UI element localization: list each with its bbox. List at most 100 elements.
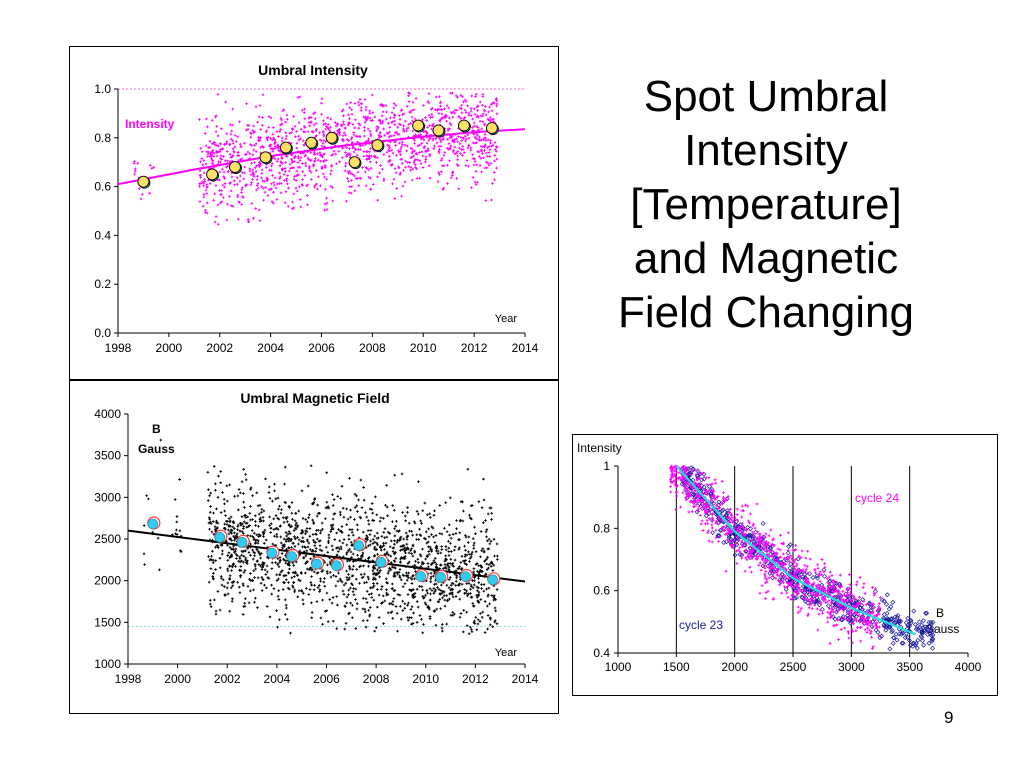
data-point: [484, 530, 488, 534]
data-point: [312, 538, 315, 542]
data-point: [368, 507, 372, 511]
data-point: [230, 586, 233, 590]
data-point: [467, 535, 471, 539]
data-point: [839, 597, 842, 601]
data-point: [314, 129, 318, 133]
data-point: [894, 614, 900, 620]
data-point: [210, 153, 214, 157]
data-point: [384, 541, 388, 545]
data-point: [696, 468, 699, 472]
data-point: [227, 524, 231, 527]
data-point: [763, 572, 767, 576]
data-point: [473, 107, 476, 111]
data-point: [798, 609, 802, 613]
data-point: [368, 112, 372, 115]
data-point: [486, 161, 490, 165]
data-point: [709, 517, 715, 523]
mean-marker: [259, 151, 272, 164]
data-point: [381, 110, 385, 114]
data-point: [706, 505, 710, 508]
data-point: [286, 532, 290, 536]
data-point: [199, 160, 202, 163]
data-point: [825, 603, 831, 609]
data-point: [304, 532, 307, 535]
data-point: [484, 113, 488, 117]
data-point: [359, 177, 362, 180]
data-point: [688, 473, 692, 476]
data-point: [400, 556, 404, 560]
data-point: [292, 192, 296, 196]
data-point: [717, 540, 721, 543]
data-point: [686, 481, 690, 485]
data-point: [419, 519, 422, 523]
data-point: [715, 533, 721, 539]
data-point: [684, 472, 688, 475]
data-point: [464, 137, 468, 141]
x-tick-label: 2004: [257, 341, 284, 355]
data-point: [443, 563, 447, 566]
data-point: [789, 581, 792, 585]
data-point: [789, 569, 795, 575]
data-point: [256, 186, 260, 190]
data-point: [458, 589, 462, 593]
data-point: [449, 541, 452, 545]
data-point: [260, 168, 264, 172]
data-point: [329, 184, 333, 188]
data-point: [439, 551, 443, 555]
data-point: [438, 567, 441, 570]
data-point: [296, 173, 299, 177]
data-point: [763, 535, 767, 539]
data-point: [929, 629, 935, 635]
data-point: [469, 587, 472, 591]
data-point: [458, 546, 461, 550]
data-point: [464, 139, 467, 143]
data-point: [907, 637, 912, 643]
data-point: [338, 130, 341, 134]
data-point: [212, 572, 215, 575]
data-point: [220, 157, 223, 161]
data-point: [348, 154, 351, 157]
data-point: [471, 117, 474, 121]
data-point: [219, 192, 223, 196]
data-point: [374, 573, 378, 577]
data-point: [251, 518, 254, 521]
data-point: [463, 544, 466, 548]
trend-line: [127, 529, 526, 583]
data-point: [464, 534, 467, 537]
data-point: [266, 570, 269, 574]
data-point: [339, 497, 342, 500]
data-point: [486, 512, 490, 516]
data-point: [292, 581, 296, 584]
data-point: [274, 561, 277, 564]
data-point: [382, 542, 385, 545]
data-point: [239, 491, 242, 495]
data-point: [446, 598, 449, 602]
data-point: [850, 621, 854, 625]
data-point: [409, 111, 412, 114]
data-point: [198, 169, 202, 173]
data-point: [396, 538, 399, 542]
data-point: [238, 555, 242, 559]
data-point: [874, 624, 878, 627]
data-point: [445, 104, 449, 107]
data-point: [393, 589, 397, 592]
data-point: [758, 542, 762, 546]
data-point: [318, 584, 321, 587]
data-point: [475, 594, 479, 597]
mean-marker: [206, 168, 219, 181]
data-point: [241, 195, 245, 198]
data-point: [210, 142, 214, 146]
data-point: [246, 534, 250, 537]
data-point: [338, 133, 341, 137]
data-point: [230, 129, 234, 133]
data-point: [366, 535, 369, 539]
data-point: [134, 167, 137, 171]
data-point: [237, 585, 241, 589]
y-axis-label: Intensity: [577, 441, 622, 455]
data-point: [330, 601, 334, 605]
data-point: [285, 534, 288, 538]
data-point: [347, 179, 350, 183]
data-point: [378, 131, 382, 134]
data-point: [323, 164, 327, 168]
data-point: [372, 582, 375, 585]
